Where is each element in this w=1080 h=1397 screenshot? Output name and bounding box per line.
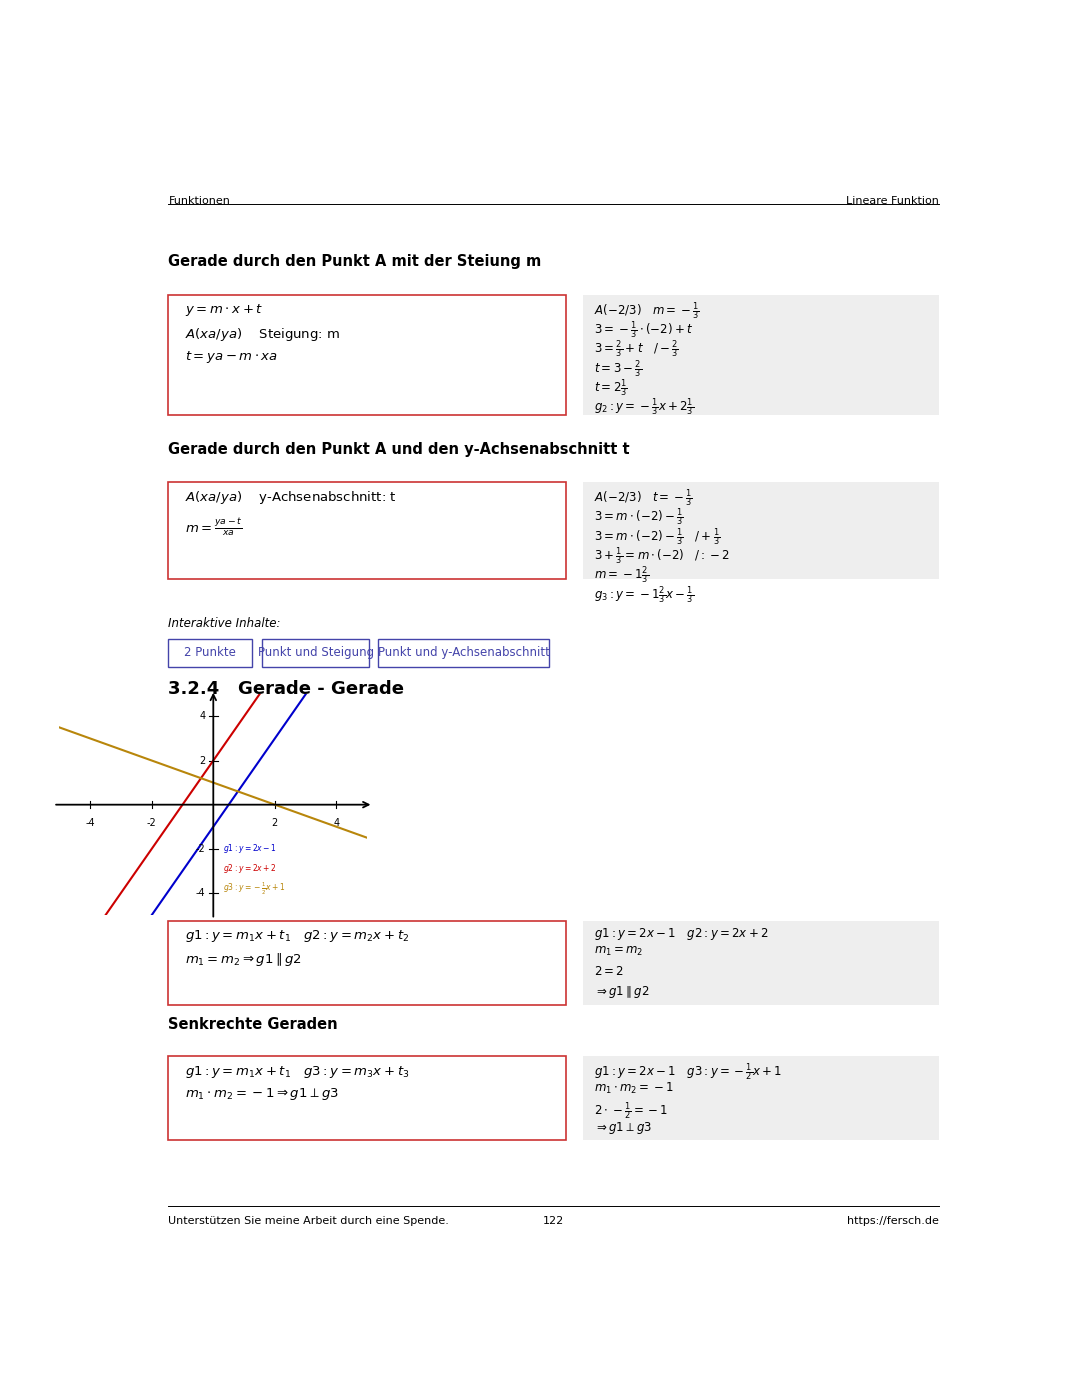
Text: $A(-2/3) \quad t = -\frac{1}{3}$: $A(-2/3) \quad t = -\frac{1}{3}$ [594,488,692,509]
Text: $m = -1\frac{2}{3}$: $m = -1\frac{2}{3}$ [594,564,649,587]
Text: $A(xa/ya) \quad$ y-Achsenabschnitt: t: $A(xa/ya) \quad$ y-Achsenabschnitt: t [186,489,396,506]
FancyBboxPatch shape [583,921,939,1004]
Text: $\Rightarrow g1 \perp g3$: $\Rightarrow g1 \perp g3$ [594,1119,651,1136]
Text: 2: 2 [200,756,205,766]
Text: 4: 4 [334,817,339,828]
Text: $3 = -\frac{1}{3} \cdot (-2) + t$: $3 = -\frac{1}{3} \cdot (-2) + t$ [594,320,693,341]
Text: $m = \frac{ya - t}{xa}$: $m = \frac{ya - t}{xa}$ [186,515,243,538]
Text: Gerade durch den Punkt A und den y-Achsenabschnitt t: Gerade durch den Punkt A und den y-Achse… [168,441,630,457]
Text: $g_3 : y = -1\frac{2}{3}x - \frac{1}{3}$: $g_3 : y = -1\frac{2}{3}x - \frac{1}{3}$ [594,584,693,606]
Text: $t = 3 - \frac{2}{3}$: $t = 3 - \frac{2}{3}$ [594,358,642,380]
Text: $g1 : y = 2x - 1$: $g1 : y = 2x - 1$ [222,842,276,855]
Text: $m_1 = m_2 \Rightarrow g1 \parallel g2$: $m_1 = m_2 \Rightarrow g1 \parallel g2$ [186,951,302,968]
Text: $t = ya - m \cdot xa$: $t = ya - m \cdot xa$ [186,349,279,366]
Text: $m_1 \cdot m_2 = -1$: $m_1 \cdot m_2 = -1$ [594,1081,673,1097]
Text: https://fersch.de: https://fersch.de [847,1217,939,1227]
Text: $m_1 = m_2$: $m_1 = m_2$ [594,946,643,958]
Text: $g1 : y = m_1 x + t_1 \quad g3 : y = m_3 x + t_3$: $g1 : y = m_1 x + t_1 \quad g3 : y = m_3… [186,1063,409,1080]
FancyBboxPatch shape [168,482,566,578]
Text: $A(xa/ya) \quad$ Steigung: m: $A(xa/ya) \quad$ Steigung: m [186,326,340,342]
Text: $g2 : y = 2x + 2$: $g2 : y = 2x + 2$ [222,862,276,875]
FancyBboxPatch shape [168,1056,566,1140]
Text: $g3 : y = -\frac{1}{2}x + 1$: $g3 : y = -\frac{1}{2}x + 1$ [222,880,285,897]
Text: $3 = \frac{2}{3} + t \quad / - \frac{2}{3}$: $3 = \frac{2}{3} + t \quad / - \frac{2}{… [594,338,678,360]
FancyBboxPatch shape [262,638,369,666]
Text: $3 = m \cdot (-2) - \frac{1}{3} \quad / + \frac{1}{3}$: $3 = m \cdot (-2) - \frac{1}{3} \quad / … [594,525,720,548]
Text: $\Rightarrow g1 \parallel g2$: $\Rightarrow g1 \parallel g2$ [594,983,649,1000]
Text: $g1 : y = 2x - 1 \quad g2 : y = 2x + 2$: $g1 : y = 2x - 1 \quad g2 : y = 2x + 2$ [594,926,768,942]
Text: Unterstützen Sie meine Arbeit durch eine Spende.: Unterstützen Sie meine Arbeit durch eine… [168,1217,449,1227]
Text: -4: -4 [85,817,95,828]
Text: -4: -4 [195,888,205,898]
Text: Parallele Geraden: Parallele Geraden [168,882,316,897]
FancyBboxPatch shape [378,638,550,666]
Text: $t = 2\frac{1}{3}$: $t = 2\frac{1}{3}$ [594,377,627,400]
FancyBboxPatch shape [168,921,566,1004]
FancyBboxPatch shape [583,295,939,415]
Text: Punkt und Steigung: Punkt und Steigung [258,647,374,659]
Text: 4: 4 [200,711,205,721]
Text: $A(-2/3) \quad m = -\frac{1}{3}$: $A(-2/3) \quad m = -\frac{1}{3}$ [594,300,699,321]
Text: 2: 2 [272,817,278,828]
Text: Senkrechte Geraden: Senkrechte Geraden [168,1017,338,1032]
Text: $g1 : y = 2x - 1 \quad g3 : y = -\frac{1}{2}x + 1$: $g1 : y = 2x - 1 \quad g3 : y = -\frac{1… [594,1062,782,1083]
Text: 2 Punkte: 2 Punkte [185,647,237,659]
Text: $y = m \cdot x + t$: $y = m \cdot x + t$ [186,302,264,319]
Text: Punkt und y-Achsenabschnitt: Punkt und y-Achsenabschnitt [378,647,550,659]
FancyBboxPatch shape [583,1056,939,1140]
Text: Funktionen: Funktionen [168,196,230,205]
Text: -2: -2 [195,844,205,854]
Text: $g_2 : y = -\frac{1}{3}x + 2\frac{1}{3}$: $g_2 : y = -\frac{1}{3}x + 2\frac{1}{3}$ [594,397,693,419]
Text: $2 \cdot -\frac{1}{2} = -1$: $2 \cdot -\frac{1}{2} = -1$ [594,1101,667,1122]
Text: $m_1 \cdot m_2 = -1 \Rightarrow g1 \perp g3$: $m_1 \cdot m_2 = -1 \Rightarrow g1 \perp… [186,1087,339,1102]
Text: $g1 : y = m_1 x + t_1 \quad g2 : y = m_2 x + t_2$: $g1 : y = m_1 x + t_1 \quad g2 : y = m_2… [186,928,409,944]
FancyBboxPatch shape [168,638,253,666]
Text: -2: -2 [147,817,157,828]
FancyBboxPatch shape [583,482,939,578]
Text: 122: 122 [543,1217,564,1227]
Text: $3 = m \cdot (-2) - \frac{1}{3}$: $3 = m \cdot (-2) - \frac{1}{3}$ [594,507,684,528]
Text: Lineare Funktion: Lineare Funktion [846,196,939,205]
FancyBboxPatch shape [168,295,566,415]
Text: 3.2.4   Gerade - Gerade: 3.2.4 Gerade - Gerade [168,680,405,697]
Text: $3 + \frac{1}{3} = m \cdot (-2) \quad / : -2$: $3 + \frac{1}{3} = m \cdot (-2) \quad / … [594,545,730,567]
Text: $2 = 2$: $2 = 2$ [594,965,624,978]
Text: Gerade durch den Punkt A mit der Steiung m: Gerade durch den Punkt A mit der Steiung… [168,254,542,268]
Text: Interaktive Inhalte:: Interaktive Inhalte: [168,617,281,630]
